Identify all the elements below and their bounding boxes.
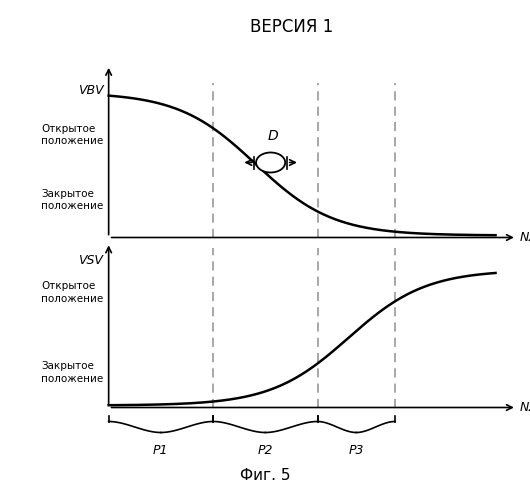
Text: Открытое
положение: Открытое положение — [41, 124, 103, 146]
Text: Закрытое
положение: Закрытое положение — [41, 189, 103, 211]
Text: N2: N2 — [519, 401, 530, 414]
Text: ВЕРСИЯ 1: ВЕРСИЯ 1 — [250, 18, 333, 36]
Ellipse shape — [256, 152, 285, 172]
Text: P1: P1 — [153, 444, 169, 456]
Text: P2: P2 — [258, 444, 273, 456]
Text: Открытое
положение: Открытое положение — [41, 282, 103, 304]
Text: P3: P3 — [349, 444, 364, 456]
Text: VSV: VSV — [78, 254, 103, 268]
Text: Фиг. 5: Фиг. 5 — [240, 468, 290, 483]
Text: VBV: VBV — [78, 84, 103, 96]
Text: Закрытое
положение: Закрытое положение — [41, 362, 103, 384]
Text: D: D — [268, 130, 279, 143]
Text: N2: N2 — [519, 231, 530, 244]
